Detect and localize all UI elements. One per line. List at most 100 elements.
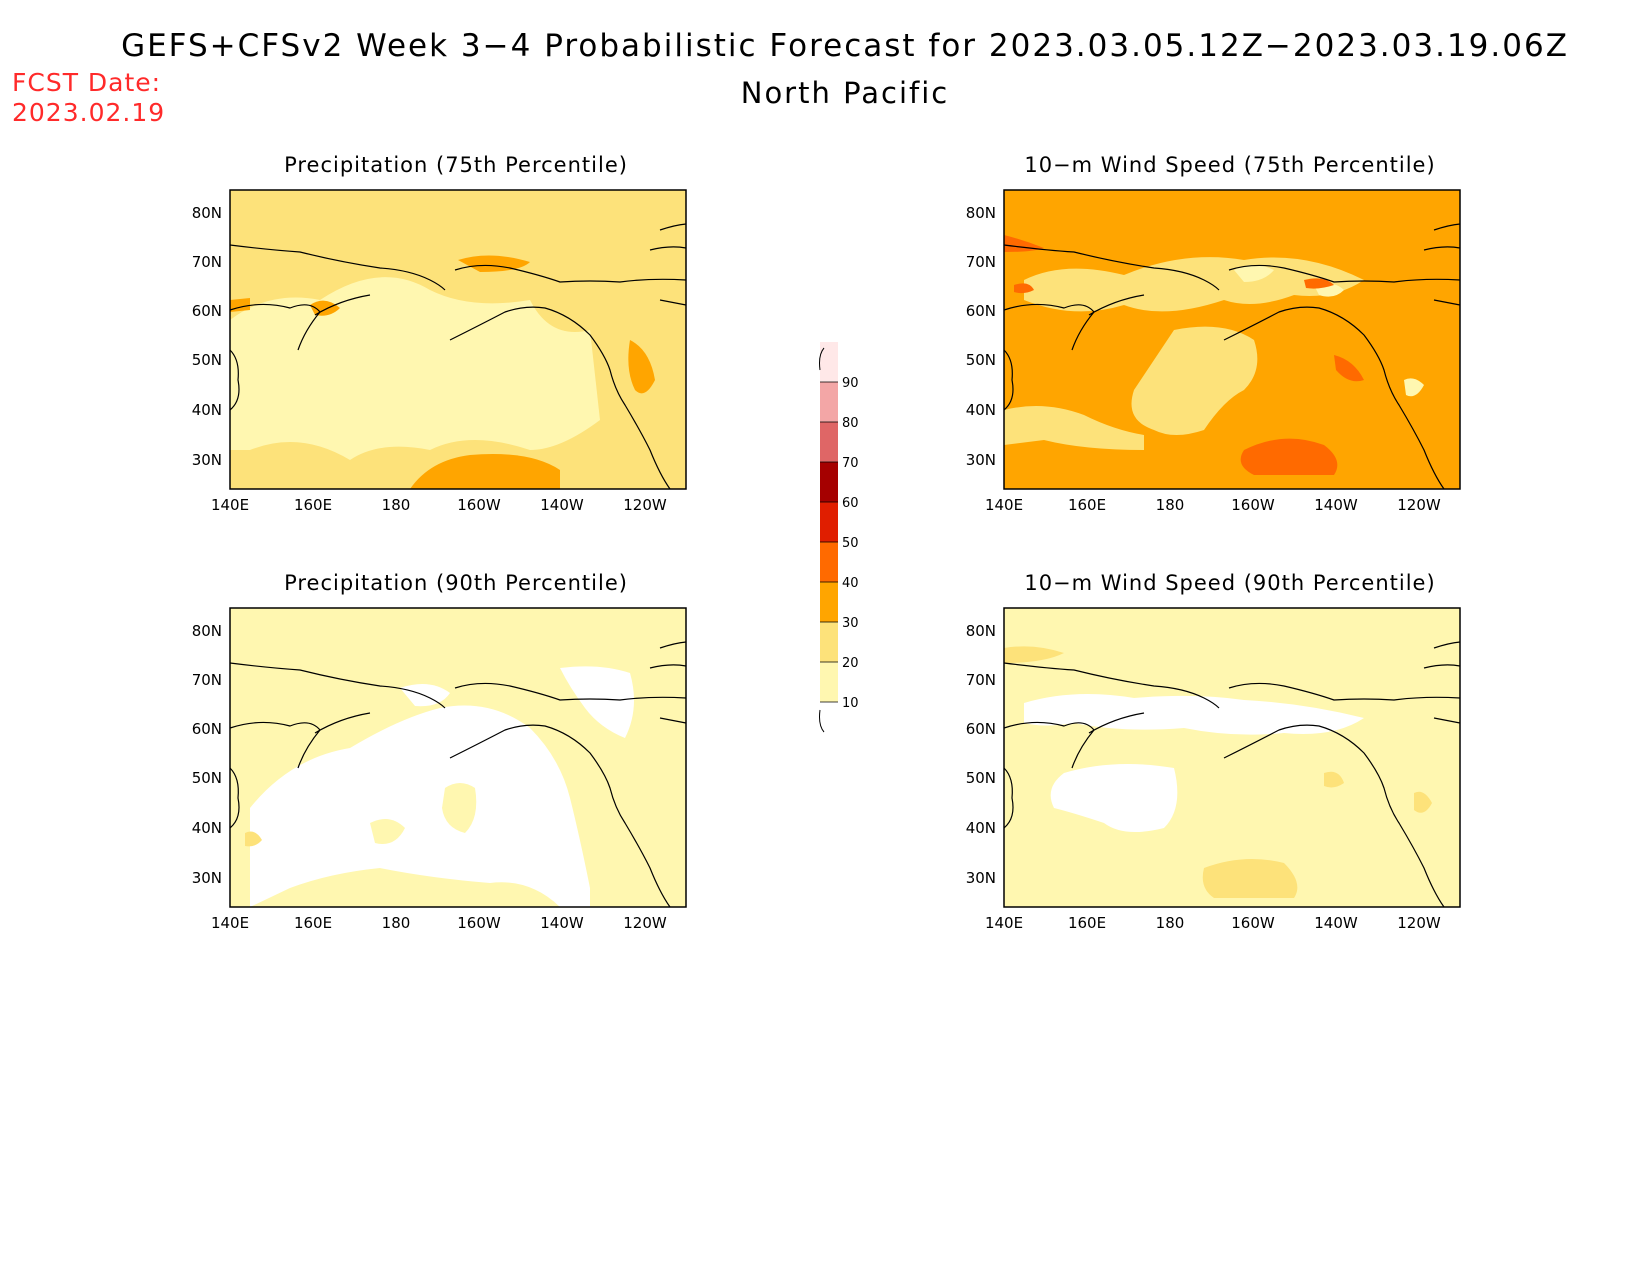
lat-tick-80n: 80N <box>966 204 996 222</box>
colorbar-box-3 <box>820 542 838 582</box>
lat-tick-80n: 80N <box>192 204 222 222</box>
colorbar-box-0 <box>820 662 838 702</box>
main-title: GEFS+CFSv2 Week 3−4 Probabilistic Foreca… <box>121 28 1569 64</box>
lon-tick-140w: 140W <box>540 914 584 932</box>
coastline-alaska-na <box>1223 306 1445 490</box>
coastline-arctic <box>229 662 687 709</box>
shade-20-30-d <box>1004 646 1064 663</box>
shade-10-20-b <box>390 310 470 400</box>
map-panel-precip-75: 140E 160E 180 160W 140W 120W 30N 40N 50N… <box>192 189 687 514</box>
shade-20-30-b <box>1414 791 1432 813</box>
lon-tick-160w: 160W <box>457 496 501 514</box>
shade-20-30-b <box>1131 326 1258 435</box>
colorbar-label-90: 90 <box>842 376 859 391</box>
map-frame <box>1003 189 1461 490</box>
map-frame <box>229 189 687 490</box>
fcst-date-value: 2023.02.19 <box>12 98 166 127</box>
lat-tick-labels: 30N 40N 50N 60N 70N 80N <box>192 204 222 469</box>
lon-tick-160e: 160E <box>1068 496 1106 514</box>
lon-tick-160e: 160E <box>294 496 332 514</box>
coastline-japan <box>229 767 240 829</box>
lat-tick-30n: 30N <box>966 869 996 887</box>
lon-tick-120w: 120W <box>1397 496 1441 514</box>
lon-tick-180: 180 <box>1156 914 1185 932</box>
shade-20-30-c <box>1324 771 1344 788</box>
lon-tick-160e: 160E <box>1068 914 1106 932</box>
shade-40-50-b <box>1334 355 1364 382</box>
coastline-arctic <box>1003 244 1461 291</box>
lon-tick-140e: 140E <box>211 914 249 932</box>
lon-tick-120w: 120W <box>623 496 667 514</box>
shade-30-40-e <box>230 298 250 312</box>
lat-tick-40n: 40N <box>192 819 222 837</box>
colorbar-box-6 <box>820 422 838 462</box>
colorbar-label-20: 20 <box>842 656 859 671</box>
map-frame <box>1003 607 1461 908</box>
lat-tick-30n: 30N <box>966 451 996 469</box>
coastline-alaska-na <box>449 724 671 908</box>
colorbar-box-7 <box>820 382 838 422</box>
lon-tick-labels: 140E 160E 180 160W 140W 120W <box>211 496 667 514</box>
map-panel-precip-90: 140E 160E 180 160W 140W 120W 30N 40N 50N… <box>192 607 687 932</box>
colorbar-box-1 <box>820 622 838 662</box>
coastline-kamchatka <box>1003 712 1145 769</box>
lat-tick-50n: 50N <box>192 351 222 369</box>
colorbar-label-30: 30 <box>842 616 859 631</box>
shade-40-50-d <box>1304 278 1334 289</box>
coastline-canada-arctic <box>1423 641 1461 724</box>
lat-tick-30n: 30N <box>192 869 222 887</box>
shade-40-50-e <box>1004 235 1044 252</box>
lat-tick-40n: 40N <box>966 401 996 419</box>
map-frame <box>229 607 687 908</box>
lat-tick-labels: 30N 40N 50N 60N 70N 80N <box>192 622 222 887</box>
lat-tick-50n: 50N <box>966 769 996 787</box>
shade-20-30-a <box>245 831 262 847</box>
lon-tick-120w: 120W <box>1397 914 1441 932</box>
shade-10-20-island <box>442 783 477 833</box>
shade-below-10-a <box>1024 694 1364 735</box>
lat-tick-70n: 70N <box>966 253 996 271</box>
shade-10-20-island-b <box>370 819 405 844</box>
coastline-kamchatka <box>229 712 371 769</box>
lon-tick-140w: 140W <box>1314 914 1358 932</box>
shade-30-40-b <box>628 340 655 394</box>
shade-30-40-c <box>310 300 340 316</box>
coastline-arctic <box>229 244 687 291</box>
colorbar-caps <box>819 347 825 733</box>
map-panel-wind-90: 140E 160E 180 160W 140W 120W 30N 40N 50N… <box>966 607 1461 932</box>
lat-tick-labels: 30N 40N 50N 60N 70N 80N <box>966 204 996 469</box>
shade-10-20-a <box>1234 265 1274 282</box>
colorbar-box-8 <box>820 342 838 382</box>
lon-tick-180: 180 <box>382 496 411 514</box>
lon-tick-160w: 160W <box>1231 914 1275 932</box>
shade-10-20-c <box>1404 378 1424 397</box>
shade-20-30-a <box>1202 859 1298 898</box>
coastline-arctic <box>1003 662 1461 709</box>
lon-tick-160w: 160W <box>457 914 501 932</box>
lat-tick-60n: 60N <box>966 720 996 738</box>
lon-tick-140e: 140E <box>985 914 1023 932</box>
colorbar-label-40: 40 <box>842 576 859 591</box>
lon-tick-140w: 140W <box>540 496 584 514</box>
lat-tick-70n: 70N <box>192 671 222 689</box>
lat-tick-60n: 60N <box>192 302 222 320</box>
lat-tick-70n: 70N <box>192 253 222 271</box>
lat-tick-50n: 50N <box>966 351 996 369</box>
colorbar-box-2 <box>820 582 838 622</box>
colorbar-label-50: 50 <box>842 536 859 551</box>
lat-tick-70n: 70N <box>966 671 996 689</box>
lon-tick-140e: 140E <box>985 496 1023 514</box>
coastline-kamchatka <box>229 294 371 351</box>
shade-30-40-a <box>410 454 560 489</box>
coastline-japan <box>1003 767 1014 829</box>
lat-tick-40n: 40N <box>192 401 222 419</box>
shade-below-10-a <box>250 705 590 907</box>
shade-20-30-c <box>1004 406 1144 450</box>
panel-title-wind-90: 10−m Wind Speed (90th Percentile) <box>1024 571 1436 595</box>
colorbar-label-70: 70 <box>842 456 859 471</box>
colorbar: 10 20 30 40 50 60 70 80 90 <box>819 342 859 733</box>
lon-tick-140w: 140W <box>1314 496 1358 514</box>
lon-tick-160e: 160E <box>294 914 332 932</box>
lat-tick-labels: 30N 40N 50N 60N 70N 80N <box>966 622 996 887</box>
colorbar-boxes <box>820 342 838 702</box>
